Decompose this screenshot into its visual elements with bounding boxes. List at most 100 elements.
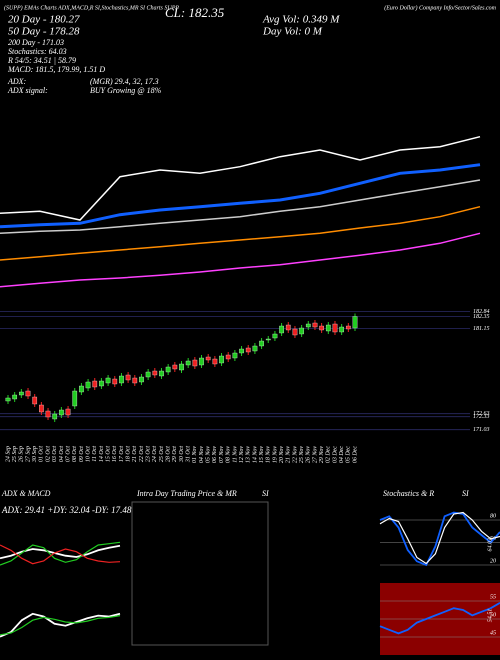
x-tick-label: 02 Oct <box>45 446 51 462</box>
candle <box>159 370 164 377</box>
x-tick-label: 22 Nov <box>292 446 298 464</box>
y-tick-label: 182.84 <box>473 308 490 315</box>
x-tick-label: 21 Nov <box>286 446 292 464</box>
x-tick-label: 05 Dec <box>346 446 352 463</box>
ema-200: 200 Day - 171.03 <box>8 38 64 47</box>
candle <box>112 378 118 385</box>
line-series <box>0 179 481 235</box>
line-series <box>0 541 121 566</box>
line-series <box>379 511 500 565</box>
x-tick-label: 28 Oct <box>166 446 172 462</box>
x-tick-label: 21 Oct <box>132 446 138 462</box>
candle <box>205 356 211 361</box>
x-tick-label: 17 Oct <box>119 446 125 462</box>
x-tick-label: 31 Oct <box>186 446 192 463</box>
candle <box>52 413 58 420</box>
line-series <box>0 544 121 560</box>
x-tick-label: 02 Dec <box>326 446 332 463</box>
x-tick-label: 22 Oct <box>139 446 145 462</box>
stochastics: Stochastics: 64.03 <box>8 47 67 56</box>
x-tick-label: 29 Oct <box>172 446 178 462</box>
close-price: CL: 182.35 <box>165 5 225 20</box>
x-tick-label: 30 Sep <box>32 446 38 463</box>
x-tick-label: 01 Nov <box>192 446 198 464</box>
x-tick-label: 06 Dec <box>352 446 358 463</box>
x-tick-label: 15 Oct <box>105 446 111 462</box>
candle <box>279 325 284 334</box>
candle <box>125 374 131 381</box>
candle <box>139 376 144 383</box>
candle <box>259 340 264 347</box>
line-series <box>379 511 500 567</box>
candle <box>285 324 291 331</box>
annotation: 64.03 <box>486 538 493 552</box>
y-tick-label: 172.63 <box>473 411 490 417</box>
x-tick-label: 06 Nov <box>212 446 218 464</box>
x-tick-label: 25 Nov <box>299 446 305 464</box>
panel-title: Intra Day Trading Price & MR <box>136 489 237 498</box>
x-tick-label: 01 Oct <box>39 446 45 462</box>
candle <box>105 377 111 384</box>
candle <box>179 363 184 371</box>
candle <box>292 328 298 336</box>
line-series <box>0 163 481 229</box>
y-tick-label: 45 <box>490 629 496 636</box>
candle <box>18 391 24 396</box>
x-tick-label: 13 Nov <box>246 446 252 464</box>
candle <box>212 358 218 365</box>
candle <box>272 333 278 339</box>
candle <box>239 348 244 354</box>
x-tick-label: 29 Nov <box>319 446 325 464</box>
x-tick-label: 04 Nov <box>198 446 205 464</box>
candle <box>72 390 78 407</box>
candle <box>219 355 224 364</box>
x-tick-label: 24 Sep <box>4 446 11 462</box>
y-tick-label: 80 <box>490 513 496 519</box>
x-tick-label: 23 Oct <box>146 446 152 462</box>
panel-subtitle: SI <box>262 489 269 498</box>
x-tick-label: 14 Oct <box>98 446 105 462</box>
x-tick-label: 20 Nov <box>279 446 285 464</box>
panel-subtitle: SI <box>462 489 469 498</box>
y-tick-label: 181.15 <box>473 326 490 332</box>
panel-title: Stochastics & R <box>383 489 434 498</box>
candle <box>132 377 138 384</box>
line-series <box>0 615 121 636</box>
x-tick-label: 09 Oct <box>79 446 85 462</box>
x-tick-label: 11 Oct <box>92 446 98 462</box>
candle <box>25 390 31 397</box>
x-tick-label: 03 Oct <box>52 446 58 462</box>
candle <box>245 347 251 353</box>
candle <box>172 364 178 370</box>
x-tick-label: 27 Nov <box>312 446 318 464</box>
candle <box>12 394 18 400</box>
line-series <box>379 602 500 635</box>
adx-signal: BUY Growing @ 18% <box>90 86 162 95</box>
candle <box>332 323 338 333</box>
ema-20: 20 Day - 180.27 <box>8 14 80 26</box>
candle <box>39 404 44 413</box>
x-tick-label: 10 Oct <box>85 446 91 462</box>
line-series <box>0 544 121 565</box>
y-tick-label: 182.35 <box>473 314 490 320</box>
x-tick-label: 04 Dec <box>338 446 345 463</box>
x-tick-label: 16 Oct <box>112 446 118 462</box>
ema-50: 50 Day - 178.28 <box>8 26 80 38</box>
x-tick-label: 25 Sep <box>12 446 18 462</box>
candle <box>5 397 11 402</box>
header-title: (SUPP) EMAs Charts ADX,MACD,R SI,Stochas… <box>4 4 179 11</box>
y-tick-label: 20 <box>490 558 496 564</box>
candle <box>85 381 91 389</box>
candle <box>265 338 271 341</box>
x-tick-label: 25 Oct <box>159 446 165 462</box>
x-tick-label: 05 Nov <box>206 446 212 464</box>
candle <box>185 360 191 366</box>
candle <box>225 354 231 360</box>
line-series <box>0 205 481 261</box>
x-tick-label: 07 Nov <box>219 446 225 464</box>
candle <box>352 316 358 329</box>
candle <box>299 327 304 335</box>
rsi: R 54/5: 34.51 | 58.79 <box>7 56 76 65</box>
adx-signal-label: ADX signal: <box>7 86 48 95</box>
